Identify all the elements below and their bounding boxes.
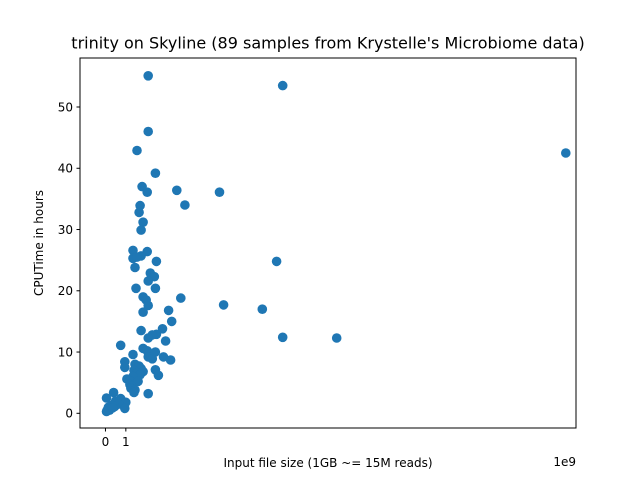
x-tick-label: 1 bbox=[122, 435, 130, 449]
chart-title: trinity on Skyline (89 samples from Krys… bbox=[71, 34, 584, 53]
scatter-point bbox=[257, 304, 268, 315]
scatter-point bbox=[180, 200, 190, 210]
x-tick-label: 0 bbox=[102, 435, 110, 449]
scatter-point bbox=[151, 256, 162, 267]
y-tick-label: 40 bbox=[58, 162, 73, 176]
y-tick-label: 30 bbox=[58, 223, 73, 237]
scatter-point bbox=[131, 283, 141, 294]
scatter-point bbox=[128, 349, 138, 360]
scatter-point bbox=[143, 276, 153, 286]
scatter-point bbox=[136, 225, 146, 235]
scatter-point bbox=[115, 340, 126, 351]
scatter-point bbox=[101, 393, 112, 403]
scatter-point bbox=[132, 252, 142, 262]
scatter-point bbox=[143, 300, 153, 311]
scatter-point bbox=[130, 262, 140, 273]
scatter-point bbox=[108, 387, 119, 398]
scatter-point bbox=[147, 354, 158, 364]
scatter-point bbox=[153, 370, 164, 381]
y-tick-label: 20 bbox=[58, 284, 73, 298]
scatter-point bbox=[143, 71, 153, 81]
scatter-point bbox=[129, 387, 139, 398]
scatter-point bbox=[271, 256, 282, 267]
scatter-point bbox=[138, 307, 148, 318]
y-axis-ticks: 0 10 20 30 40 50 bbox=[58, 100, 80, 421]
scatter-point bbox=[172, 185, 182, 196]
scatter-point bbox=[143, 333, 153, 343]
scatter-point bbox=[107, 403, 118, 413]
scatter-point bbox=[138, 217, 148, 227]
scatter-point bbox=[165, 355, 176, 365]
scatter-point bbox=[150, 168, 161, 178]
x-axis-offset-text: 1e9 bbox=[553, 455, 576, 469]
scatter-point bbox=[277, 80, 288, 91]
scatter-point bbox=[150, 283, 161, 294]
scatter-point bbox=[136, 325, 146, 336]
scatter-point bbox=[214, 187, 225, 197]
y-axis-label: CPUTime in hours bbox=[32, 190, 46, 296]
scatter-point bbox=[157, 324, 168, 334]
scatter-point bbox=[331, 333, 342, 343]
scatter-point bbox=[277, 332, 288, 343]
scatter-point bbox=[176, 293, 186, 303]
scatter-point bbox=[120, 362, 130, 373]
scatter-point bbox=[561, 148, 571, 158]
scatter-point bbox=[134, 207, 144, 218]
y-tick-label: 0 bbox=[65, 407, 73, 421]
scatter-point bbox=[163, 305, 174, 316]
scatter-point bbox=[166, 316, 177, 327]
scatter-point bbox=[143, 126, 153, 137]
scatter-point bbox=[132, 145, 142, 156]
plot-frame bbox=[79, 57, 577, 429]
scatter-point bbox=[142, 187, 152, 197]
scatter-point bbox=[218, 300, 229, 310]
points-layer bbox=[101, 71, 571, 417]
x-axis-label: Input file size (1GB ~= 15M reads) bbox=[223, 456, 432, 470]
scatter-point bbox=[143, 388, 153, 399]
y-tick-label: 10 bbox=[58, 345, 73, 359]
scatter-point bbox=[160, 336, 171, 346]
scatter-point bbox=[120, 403, 130, 414]
y-tick-label: 50 bbox=[58, 100, 73, 114]
